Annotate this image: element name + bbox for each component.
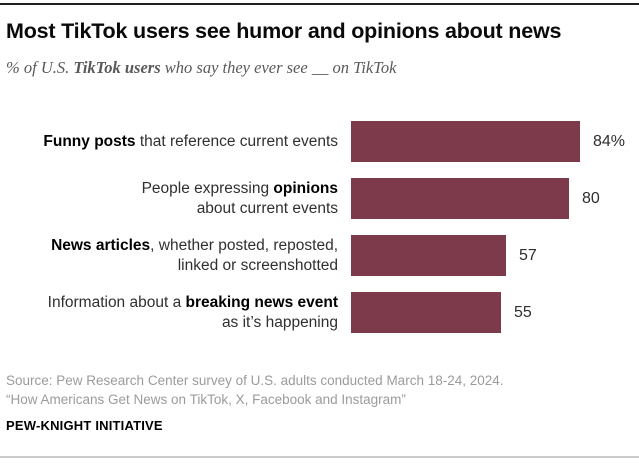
bar-row: News articles, whether posted, reposted,… xyxy=(6,235,633,276)
bar-label-segment: about current events xyxy=(196,199,338,217)
source-line-1: Source: Pew Research Center survey of U.… xyxy=(6,373,504,388)
chart-content: Most TikTok users see humor and opinions… xyxy=(6,19,633,433)
bar-chart: Funny posts that reference current event… xyxy=(6,121,633,333)
bar xyxy=(351,121,580,162)
bar-label-segment: Information about a xyxy=(47,293,186,311)
bar-label-bold-segment: opinions xyxy=(273,179,338,197)
bar-label: Funny posts that reference current event… xyxy=(6,132,338,152)
bar-value: 57 xyxy=(519,246,537,264)
bar-value: 55 xyxy=(514,303,532,321)
bar xyxy=(351,292,501,333)
page-title: Most TikTok users see humor and opinions… xyxy=(6,19,562,43)
bar-label-bold-segment: News articles xyxy=(51,236,151,254)
bar-row: People expressing opinions about current … xyxy=(6,178,633,219)
brand-label: PEW-KNIGHT INITIATIVE xyxy=(6,418,163,433)
bar-label: People expressing opinions about current … xyxy=(6,179,338,219)
bar-value: 80 xyxy=(582,189,600,207)
bar-row: Funny posts that reference current event… xyxy=(6,121,633,162)
source-line-2: “How Americans Get News on TikTok, X, Fa… xyxy=(6,391,406,407)
subtitle-bold: TikTok users xyxy=(73,58,161,77)
bar-row: Information about a breaking news event a… xyxy=(6,292,633,333)
subtitle-suffix: who say they ever see __ on TikTok xyxy=(160,58,397,77)
chart-footer: Source: Pew Research Center survey of U.… xyxy=(6,372,633,433)
subtitle-prefix: % of U.S. xyxy=(6,58,74,77)
bar-zone: 57 xyxy=(351,235,633,276)
bar-label-segment: , whether posted, reposted, xyxy=(150,236,338,254)
bar xyxy=(351,178,569,219)
bar-label-segment: as it’s happening xyxy=(221,313,338,331)
bar-label-segment: that reference current events xyxy=(135,132,338,150)
bar-label-bold-segment: breaking news event xyxy=(185,293,338,311)
bar-value: 84% xyxy=(593,132,626,150)
bar-zone: 84% xyxy=(351,121,633,162)
source-text: Source: Pew Research Center survey of U.… xyxy=(6,372,633,409)
bottom-rule xyxy=(0,456,639,458)
bar-zone: 55 xyxy=(351,292,633,333)
bar-label-segment: linked or screenshotted xyxy=(177,256,338,274)
top-rule xyxy=(0,3,639,5)
bar-label: Information about a breaking news event a… xyxy=(6,293,338,333)
bar-label: News articles, whether posted, reposted,… xyxy=(6,236,338,276)
bar-label-segment: People expressing xyxy=(141,179,274,197)
bar-zone: 80 xyxy=(351,178,633,219)
bar xyxy=(351,235,506,276)
bar-label-bold-segment: Funny posts xyxy=(43,132,136,150)
chart-subtitle: % of U.S. TikTok users who say they ever… xyxy=(6,57,633,79)
